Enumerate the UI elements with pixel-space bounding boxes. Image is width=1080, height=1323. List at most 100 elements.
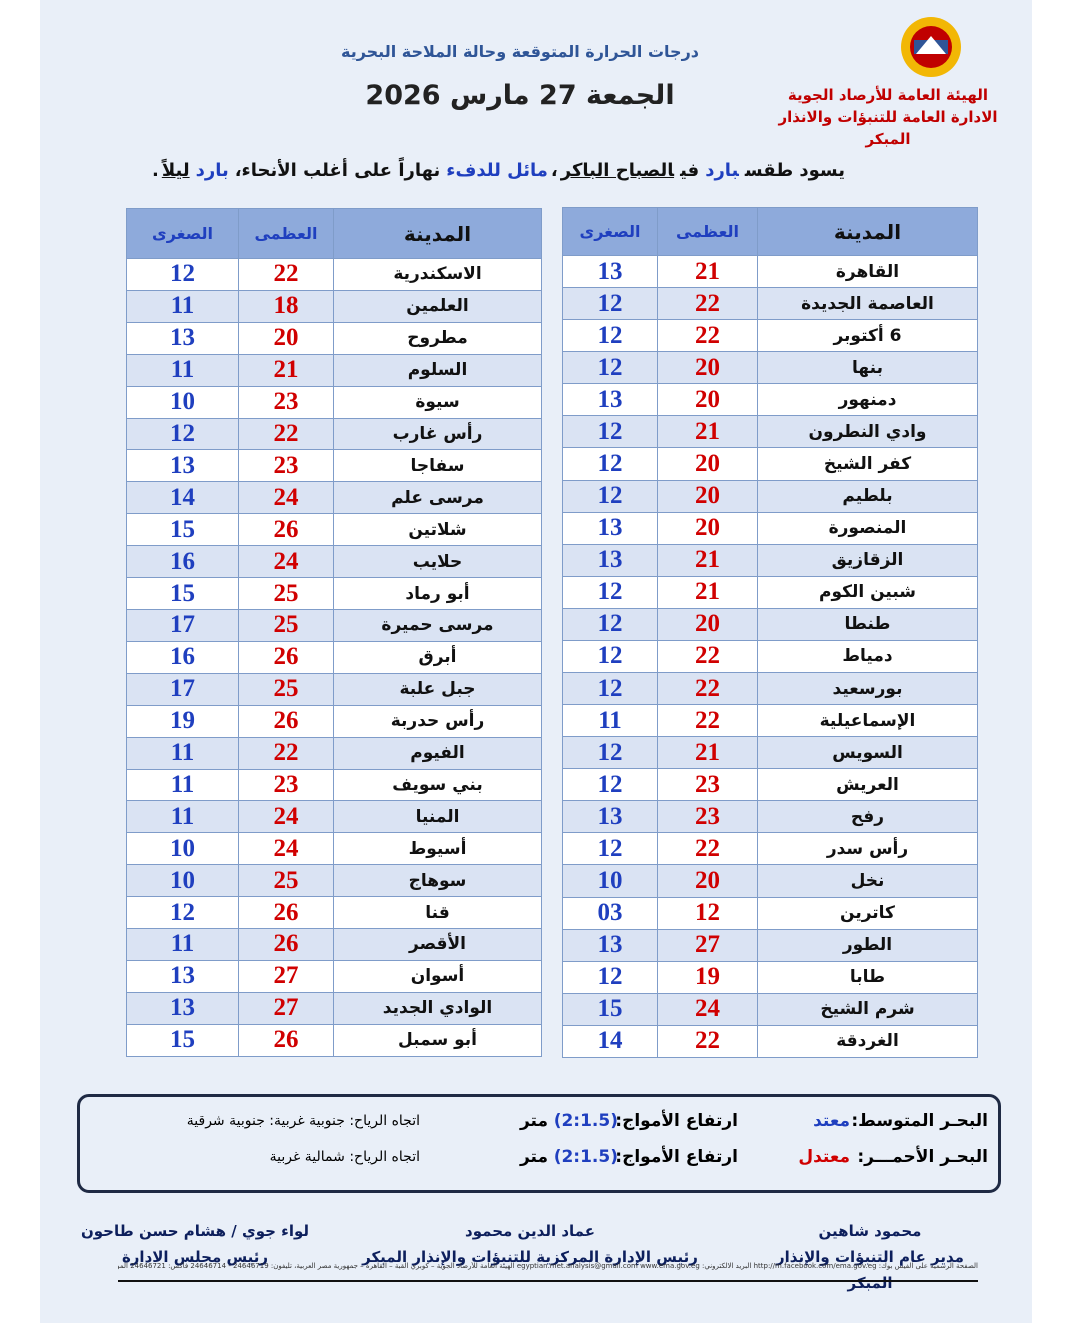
city-name: مرسى علم: [333, 481, 542, 515]
city-name: الوادي الجديد: [333, 991, 542, 1025]
min-temp: 12: [562, 832, 658, 866]
min-temp: 12: [562, 447, 658, 481]
summary: يسود طقسباردفيالصباح الباكر،مائل للدفءنه…: [150, 160, 850, 181]
city-row: نخل 20 10: [562, 864, 978, 898]
waves-value: (2:1.5): [553, 1147, 618, 1167]
column-header: العظمى: [657, 207, 758, 256]
city-row: الأقصر 26 11: [126, 928, 542, 961]
signer-title: مدير عام التنبؤات والإنذار المبكر: [776, 1248, 964, 1292]
max-temp: 27: [238, 959, 334, 993]
max-temp: 20: [657, 447, 758, 481]
max-temp: 25: [238, 864, 334, 898]
max-temp: 26: [238, 896, 334, 930]
date: الجمعة 27 مارس 2026: [365, 80, 675, 111]
summary-text: نهاراً على أغلب الأنحاء،: [234, 160, 441, 181]
signer-name: عماد الدين محمود: [465, 1222, 595, 1240]
city-name: العلمين: [333, 289, 542, 323]
min-temp: 11: [126, 928, 239, 961]
signer-title: رئيس الإدارة المركزية للتنبؤات والإنذار …: [362, 1248, 698, 1266]
max-temp: 20: [657, 383, 758, 417]
max-temp: 25: [238, 608, 334, 642]
city-name: أسوان: [333, 959, 542, 993]
marine-box: البحـر المتوسط: معتد ارتفاع الأمواج: (2:…: [77, 1094, 1001, 1193]
summary-text: في: [680, 160, 700, 181]
max-temp: 26: [238, 704, 334, 738]
wind: اتجاه الرياح: جنوبية غربية: جنوبية شرقية: [186, 1113, 420, 1129]
waves-label: ارتفاع الأمواج:: [615, 1111, 738, 1131]
summary-text: يسود طقس: [744, 160, 846, 181]
city-name: القاهرة: [757, 254, 978, 289]
waves-unit: متر: [519, 1147, 548, 1167]
subtitle: درجات الحرارة المتوقعة وحالة الملاحة الب…: [340, 42, 699, 61]
max-temp: 26: [238, 928, 334, 961]
max-temp: 22: [657, 704, 758, 738]
max-temp: 23: [238, 449, 334, 483]
city-name: بلطيم: [757, 479, 978, 513]
city-row: طنطا 20 12: [562, 607, 978, 641]
min-temp: 12: [562, 639, 658, 674]
city-row: شبين الكوم 21 12: [562, 575, 978, 609]
city-name: العاصمة الجديدة: [757, 287, 978, 321]
city-row: الفيوم 22 11: [126, 736, 542, 770]
min-temp: 12: [562, 672, 658, 706]
min-temp: 11: [562, 704, 658, 738]
min-temp: 12: [562, 479, 658, 513]
min-temp: 13: [562, 928, 658, 962]
city-row: بنها 20 12: [562, 351, 978, 385]
max-temp: 20: [657, 479, 758, 513]
min-temp: 16: [126, 545, 239, 579]
min-temp: 11: [126, 736, 239, 770]
summary-text: مائل للدفء: [446, 160, 548, 181]
city-row: 6 أكتوبر 22 12: [562, 319, 978, 353]
signer-title: رئيس مجلس الادارة: [121, 1248, 269, 1266]
max-temp: 21: [657, 575, 758, 609]
signature: عماد الدين محمود رئيس الإدارة المركزية لل…: [360, 1218, 700, 1270]
min-temp: 11: [126, 289, 239, 323]
min-temp: 13: [562, 543, 658, 577]
column-header: الصغرى: [562, 207, 658, 256]
city-name: الاسكندرية: [333, 258, 542, 291]
city-row: طابا 19 12: [562, 960, 978, 994]
sea-state: معتد: [813, 1111, 850, 1131]
max-temp: 21: [238, 353, 334, 387]
max-temp: 18: [238, 289, 334, 323]
city-row: بني سويف 23 11: [126, 768, 542, 802]
city-row: الطور 27 13: [562, 928, 978, 962]
max-temp: 24: [238, 800, 334, 834]
max-temp: 12: [657, 896, 758, 930]
city-name: المنيا: [333, 800, 542, 834]
city-name: شرم الشيخ: [757, 992, 978, 1026]
city-row: وادي النطرون 21 12: [562, 415, 978, 449]
sea-name: البحـر الأحمـــر:: [857, 1147, 988, 1167]
min-temp: 12: [562, 575, 658, 609]
summary-text: بارد: [705, 160, 739, 181]
min-temp: 14: [562, 1024, 658, 1058]
city-row: الإسماعيلية 22 11: [562, 704, 978, 738]
city-name: الطور: [757, 928, 978, 962]
header-row: المدينة العظمى الصغرى: [126, 208, 542, 259]
min-temp: 12: [562, 736, 658, 770]
city-name: الفيوم: [333, 736, 542, 770]
min-temp: 11: [126, 353, 239, 387]
max-temp: 20: [238, 321, 334, 355]
min-temp: 03: [562, 896, 658, 930]
max-temp: 20: [657, 351, 758, 385]
max-temp: 22: [657, 639, 758, 674]
max-temp: 21: [657, 543, 758, 577]
min-temp: 12: [126, 417, 239, 451]
city-row: جبل علبة 25 17: [126, 672, 542, 706]
waves-unit: متر: [519, 1111, 548, 1131]
city-name: حلايب: [333, 545, 542, 579]
marine-row: البحـر المتوسط: معتد ارتفاع الأمواج: (2:…: [90, 1111, 988, 1145]
min-temp: 12: [562, 351, 658, 385]
max-temp: 22: [238, 417, 334, 451]
city-name: أبو رماد: [333, 577, 542, 610]
signature: لواء جوي / هشام حسن طاحون رئيس مجلس الادا…: [80, 1218, 310, 1270]
city-name: الإسماعيلية: [757, 704, 978, 738]
max-temp: 23: [238, 385, 334, 419]
max-temp: 21: [657, 254, 758, 289]
city-row: أبو رماد 25 15: [126, 577, 542, 610]
temperature-table: المدينة العظمى الصغرى القاهرة 21 13 العاصمة ال…: [562, 207, 978, 1058]
signer-name: محمود شاهين: [818, 1222, 922, 1240]
city-row: أبرق 26 16: [126, 640, 542, 674]
